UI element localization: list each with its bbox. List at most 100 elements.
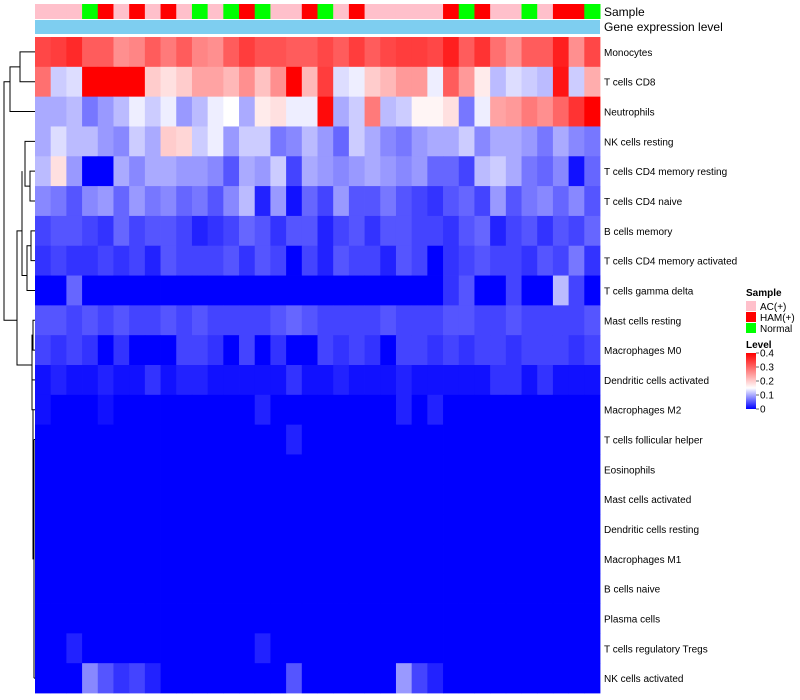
heatmap-cell (395, 96, 413, 127)
heatmap-cell (160, 126, 177, 157)
heatmap-cell (144, 156, 161, 187)
heatmap-cell (97, 275, 114, 306)
heatmap-cell (82, 156, 99, 187)
heatmap-cell (537, 335, 554, 366)
row-label: Macrophages M0 (604, 346, 682, 357)
heatmap-cell (584, 424, 601, 455)
heatmap-cell (505, 365, 522, 396)
heatmap-cell (35, 454, 52, 485)
heatmap-cell (364, 484, 381, 515)
heatmap-cell (207, 126, 224, 157)
heatmap-cell (301, 633, 318, 664)
row-label: Neutrophils (604, 108, 655, 119)
heatmap-cell (254, 275, 271, 306)
heatmap-cell (66, 305, 83, 336)
heatmap-cell (144, 66, 161, 98)
heatmap-cell (584, 66, 601, 98)
heatmap-cell (568, 126, 585, 157)
heatmap-cell (411, 365, 428, 396)
row-label: Dendritic cells resting (604, 525, 699, 536)
heatmap-cell (552, 633, 570, 664)
heatmap-cell (348, 245, 365, 276)
heatmap-cell (223, 663, 240, 694)
heatmap-cell (270, 305, 287, 336)
heatmap-cell (35, 275, 52, 306)
sample-annotation-cell (427, 4, 444, 19)
heatmap-cell (35, 514, 52, 545)
heatmap-cell (50, 275, 67, 306)
heatmap-cell (239, 335, 256, 366)
heatmap-cell (505, 514, 522, 545)
heatmap-cell (176, 305, 193, 336)
sample-annotation-cell (50, 4, 67, 19)
heatmap-cell (505, 156, 522, 187)
heatmap-cell (458, 245, 475, 276)
heatmap-cell (568, 603, 585, 634)
heatmap-cell (176, 424, 193, 455)
legend-tick-label: 0.1 (760, 391, 774, 402)
heatmap-cell (191, 66, 209, 98)
heatmap-cell (458, 96, 475, 127)
heatmap-cell (348, 335, 365, 366)
heatmap-cell (537, 394, 554, 426)
heatmap-cell (443, 633, 460, 664)
heatmap-cell (584, 305, 601, 336)
heatmap-cell (427, 275, 444, 306)
heatmap-cell (66, 454, 83, 485)
heatmap-cell (144, 275, 161, 306)
heatmap-cell (584, 215, 601, 247)
heatmap-cell (411, 186, 428, 217)
heatmap-cell (333, 335, 350, 366)
sample-annotation-cell (411, 4, 428, 19)
heatmap-cell (223, 454, 240, 485)
heatmap-cell (395, 424, 413, 455)
heatmap-cell (191, 365, 209, 396)
heatmap-cell (458, 394, 475, 426)
heatmap-cell (364, 215, 381, 247)
heatmap-cell (191, 156, 209, 187)
heatmap-cell (474, 37, 491, 68)
heatmap-cell (411, 454, 428, 485)
heatmap-cell (160, 573, 177, 604)
row-label: Macrophages M2 (604, 406, 682, 417)
heatmap-cell (50, 37, 67, 68)
heatmap-cell (35, 573, 52, 604)
heatmap-cell (458, 186, 475, 217)
heatmap-cell (411, 245, 428, 276)
heatmap-cell (270, 484, 287, 515)
heatmap-cell (270, 126, 287, 157)
heatmap-cell (223, 96, 240, 127)
heatmap-cell (521, 543, 538, 575)
heatmap-cell (380, 663, 397, 694)
dendrogram-branch (16, 230, 32, 366)
heatmap-cell (301, 484, 318, 515)
heatmap-cell (223, 335, 240, 366)
heatmap-cell (254, 633, 271, 664)
heatmap-cell (144, 633, 161, 664)
heatmap-cell (82, 245, 99, 276)
heatmap-cell (207, 484, 224, 515)
heatmap-cell (286, 186, 303, 217)
legend-swatch (746, 301, 756, 311)
heatmap-cell (129, 245, 146, 276)
heatmap-cell (270, 603, 287, 634)
heatmap-cell (176, 275, 193, 306)
heatmap-cell (458, 66, 475, 98)
heatmap-cell (364, 365, 381, 396)
heatmap-cell (50, 543, 67, 575)
heatmap-cell (207, 275, 224, 306)
heatmap-cell (129, 663, 146, 694)
heatmap-cell (395, 245, 413, 276)
heatmap-cell (66, 424, 83, 455)
heatmap-cell (35, 96, 52, 127)
heatmap-cell (411, 663, 428, 694)
heatmap-cell (160, 394, 177, 426)
heatmap-cell (584, 275, 601, 306)
heatmap-cell (286, 573, 303, 604)
heatmap-cell (364, 275, 381, 306)
heatmap-cell (129, 186, 146, 217)
heatmap-cell (474, 424, 491, 455)
heatmap-cell (301, 305, 318, 336)
heatmap-cell (191, 126, 209, 157)
heatmap-cell (427, 96, 444, 127)
